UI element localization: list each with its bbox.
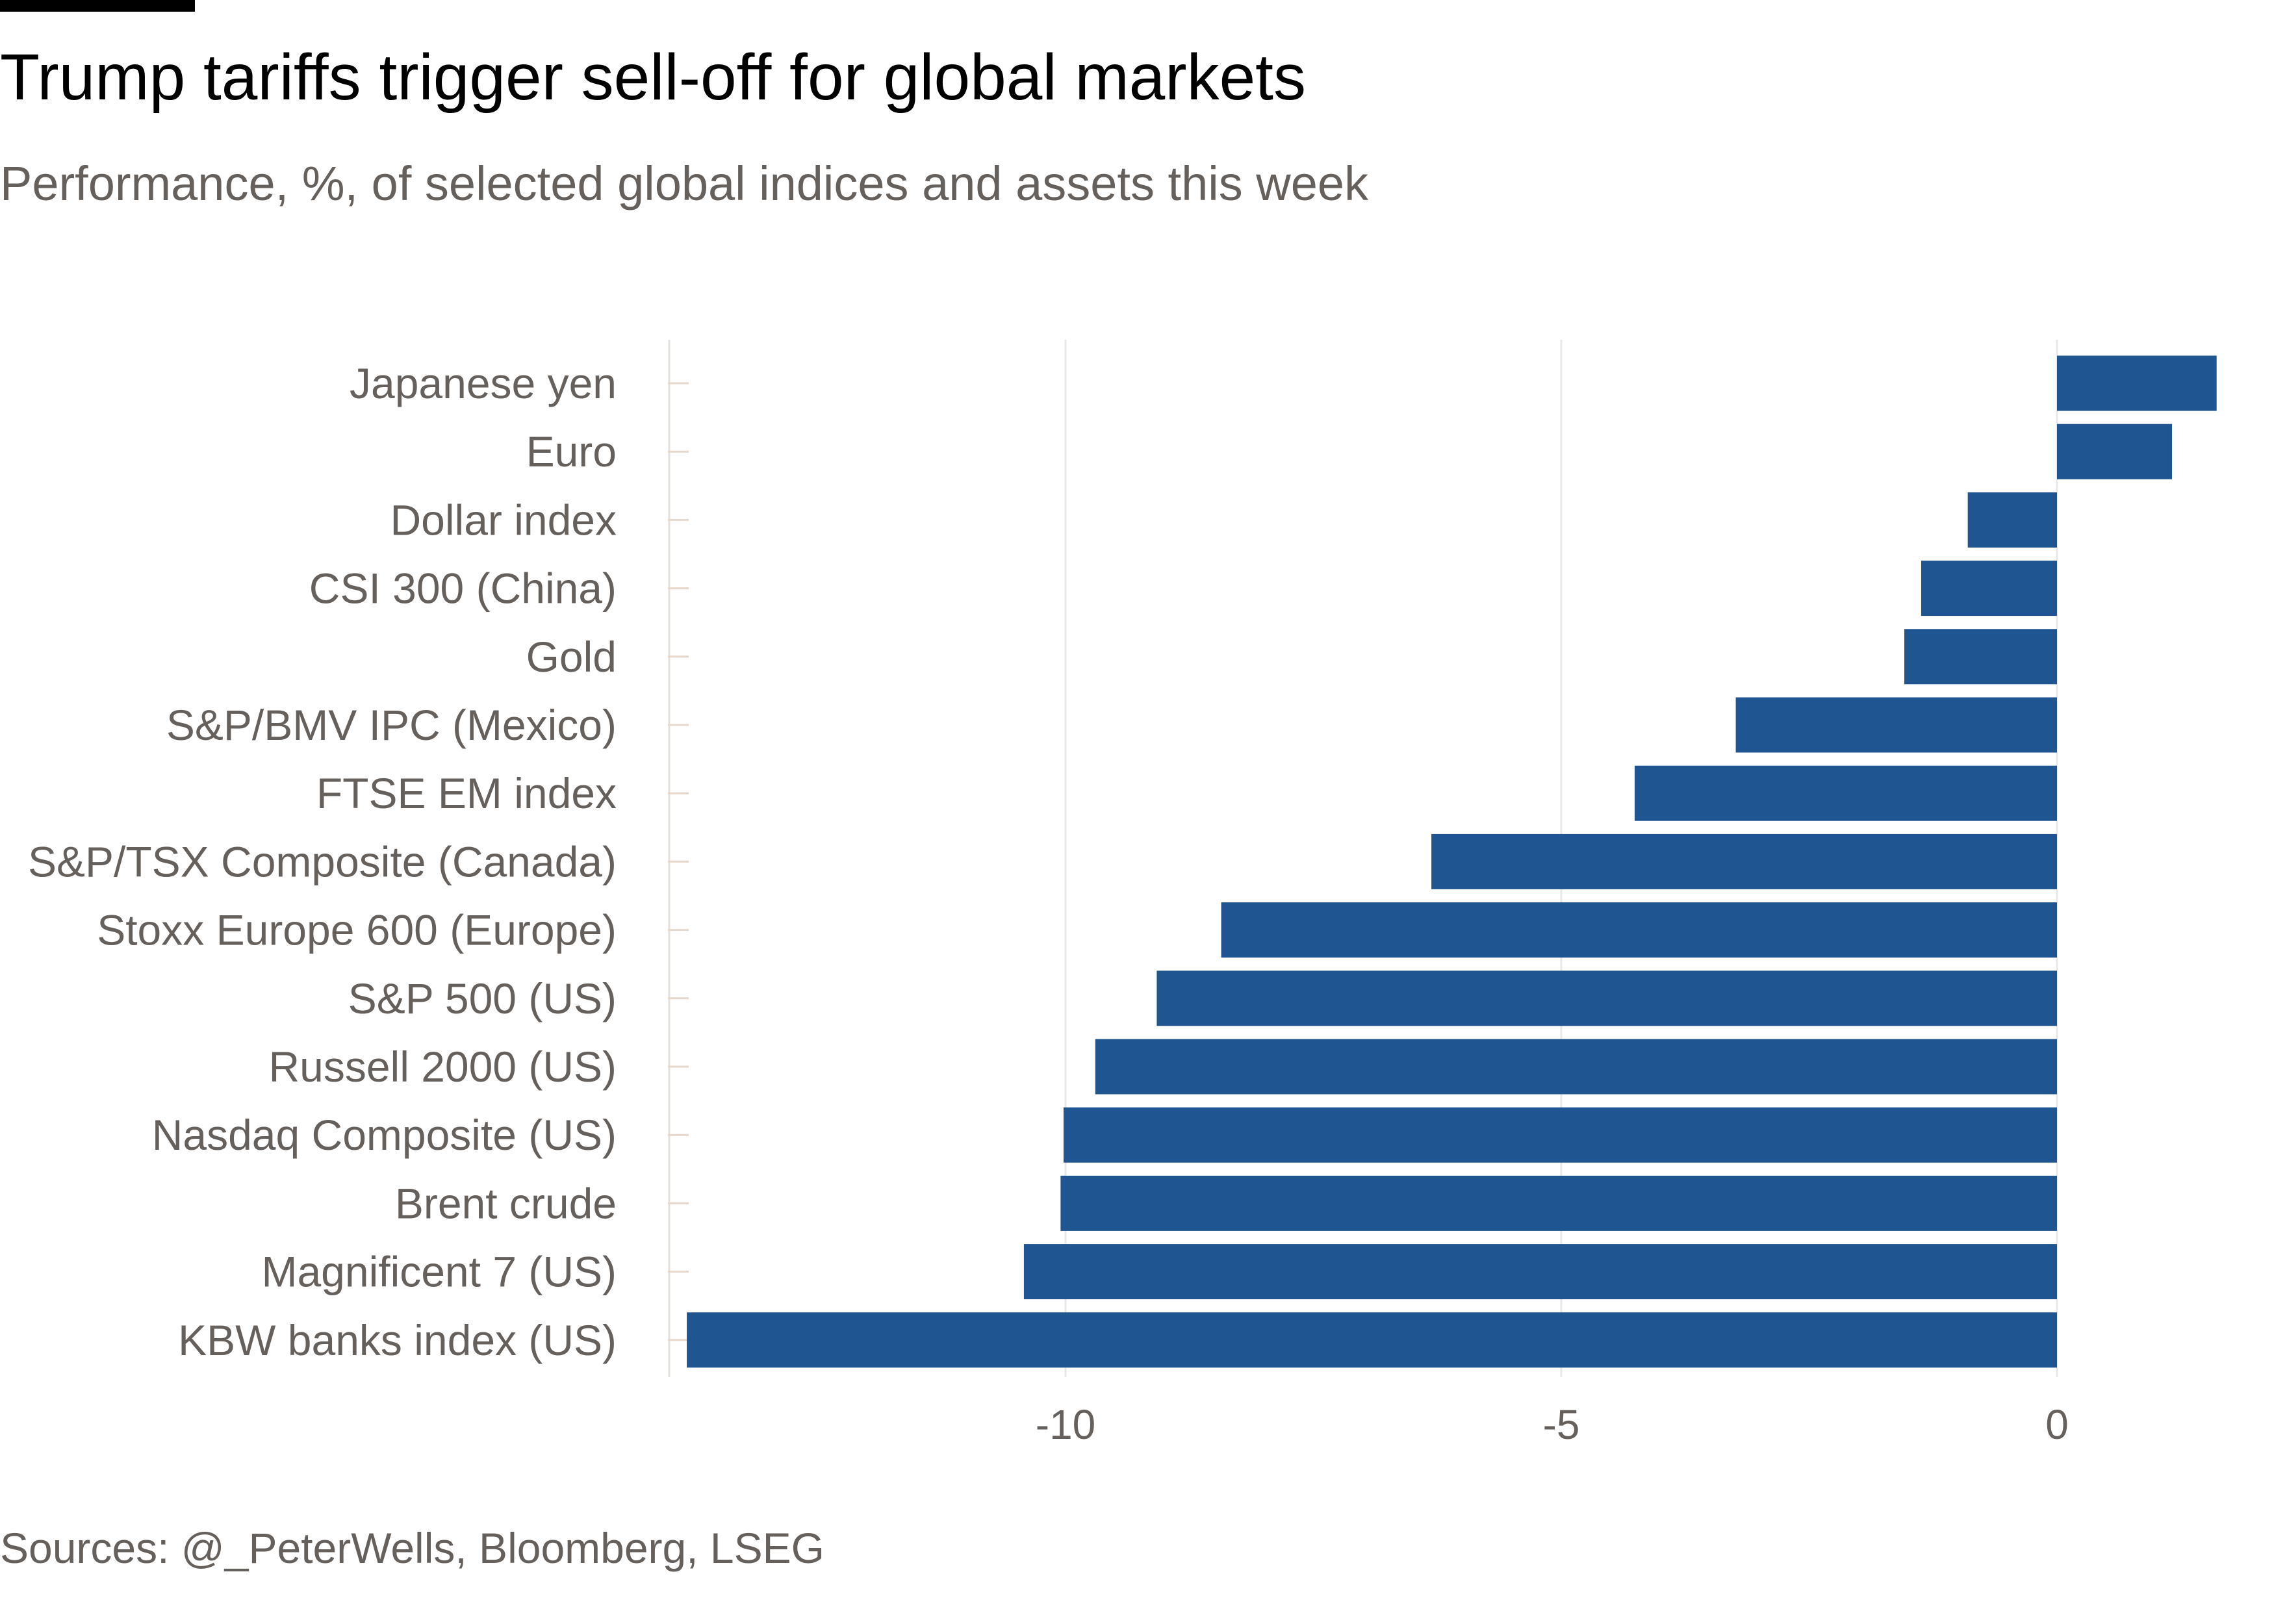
- bar: [1063, 1107, 2057, 1163]
- category-label: Stoxx Europe 600 (Europe): [97, 906, 617, 954]
- category-label: Dollar index: [390, 496, 617, 544]
- category-label: S&P/BMV IPC (Mexico): [166, 701, 617, 749]
- category-label: Nasdaq Composite (US): [152, 1111, 617, 1159]
- bar: [1634, 765, 2057, 821]
- bar: [1967, 492, 2057, 548]
- bar: [1095, 1039, 2057, 1095]
- x-tick-label: -10: [1036, 1401, 1096, 1448]
- category-label: FTSE EM index: [316, 769, 617, 817]
- bar: [1904, 629, 2057, 685]
- bar: [1735, 697, 2057, 753]
- category-label: Magnificent 7 (US): [261, 1248, 617, 1296]
- category-label: Brent crude: [395, 1179, 617, 1227]
- category-label: Gold: [526, 633, 617, 681]
- bar: [687, 1312, 2058, 1368]
- bar: [1023, 1244, 2057, 1300]
- bar: [1431, 833, 2057, 889]
- category-label: KBW banks index (US): [178, 1316, 617, 1364]
- bar: [1221, 902, 2057, 958]
- category-label: Euro: [526, 427, 617, 476]
- source-note: Sources: @_PeterWells, Bloomberg, LSEG: [0, 1524, 824, 1572]
- category-label: Russell 2000 (US): [268, 1043, 617, 1091]
- chart-title: Trump tariffs trigger sell-off for globa…: [0, 41, 1306, 114]
- brand-top-bar: [0, 0, 195, 12]
- bar: [1060, 1175, 2057, 1231]
- category-label: Japanese yen: [350, 359, 617, 407]
- category-label: S&P 500 (US): [348, 974, 617, 1022]
- bar: [1156, 971, 2057, 1026]
- bar: [2057, 355, 2217, 411]
- bar: [2057, 424, 2173, 479]
- category-label: CSI 300 (China): [309, 565, 617, 613]
- chart-subtitle: Performance, %, of selected global indic…: [0, 157, 1369, 210]
- bar: [1921, 561, 2057, 616]
- x-tick-label: 0: [2045, 1401, 2069, 1448]
- category-label: S&P/TSX Composite (Canada): [28, 837, 617, 885]
- x-tick-label: -5: [1543, 1401, 1580, 1448]
